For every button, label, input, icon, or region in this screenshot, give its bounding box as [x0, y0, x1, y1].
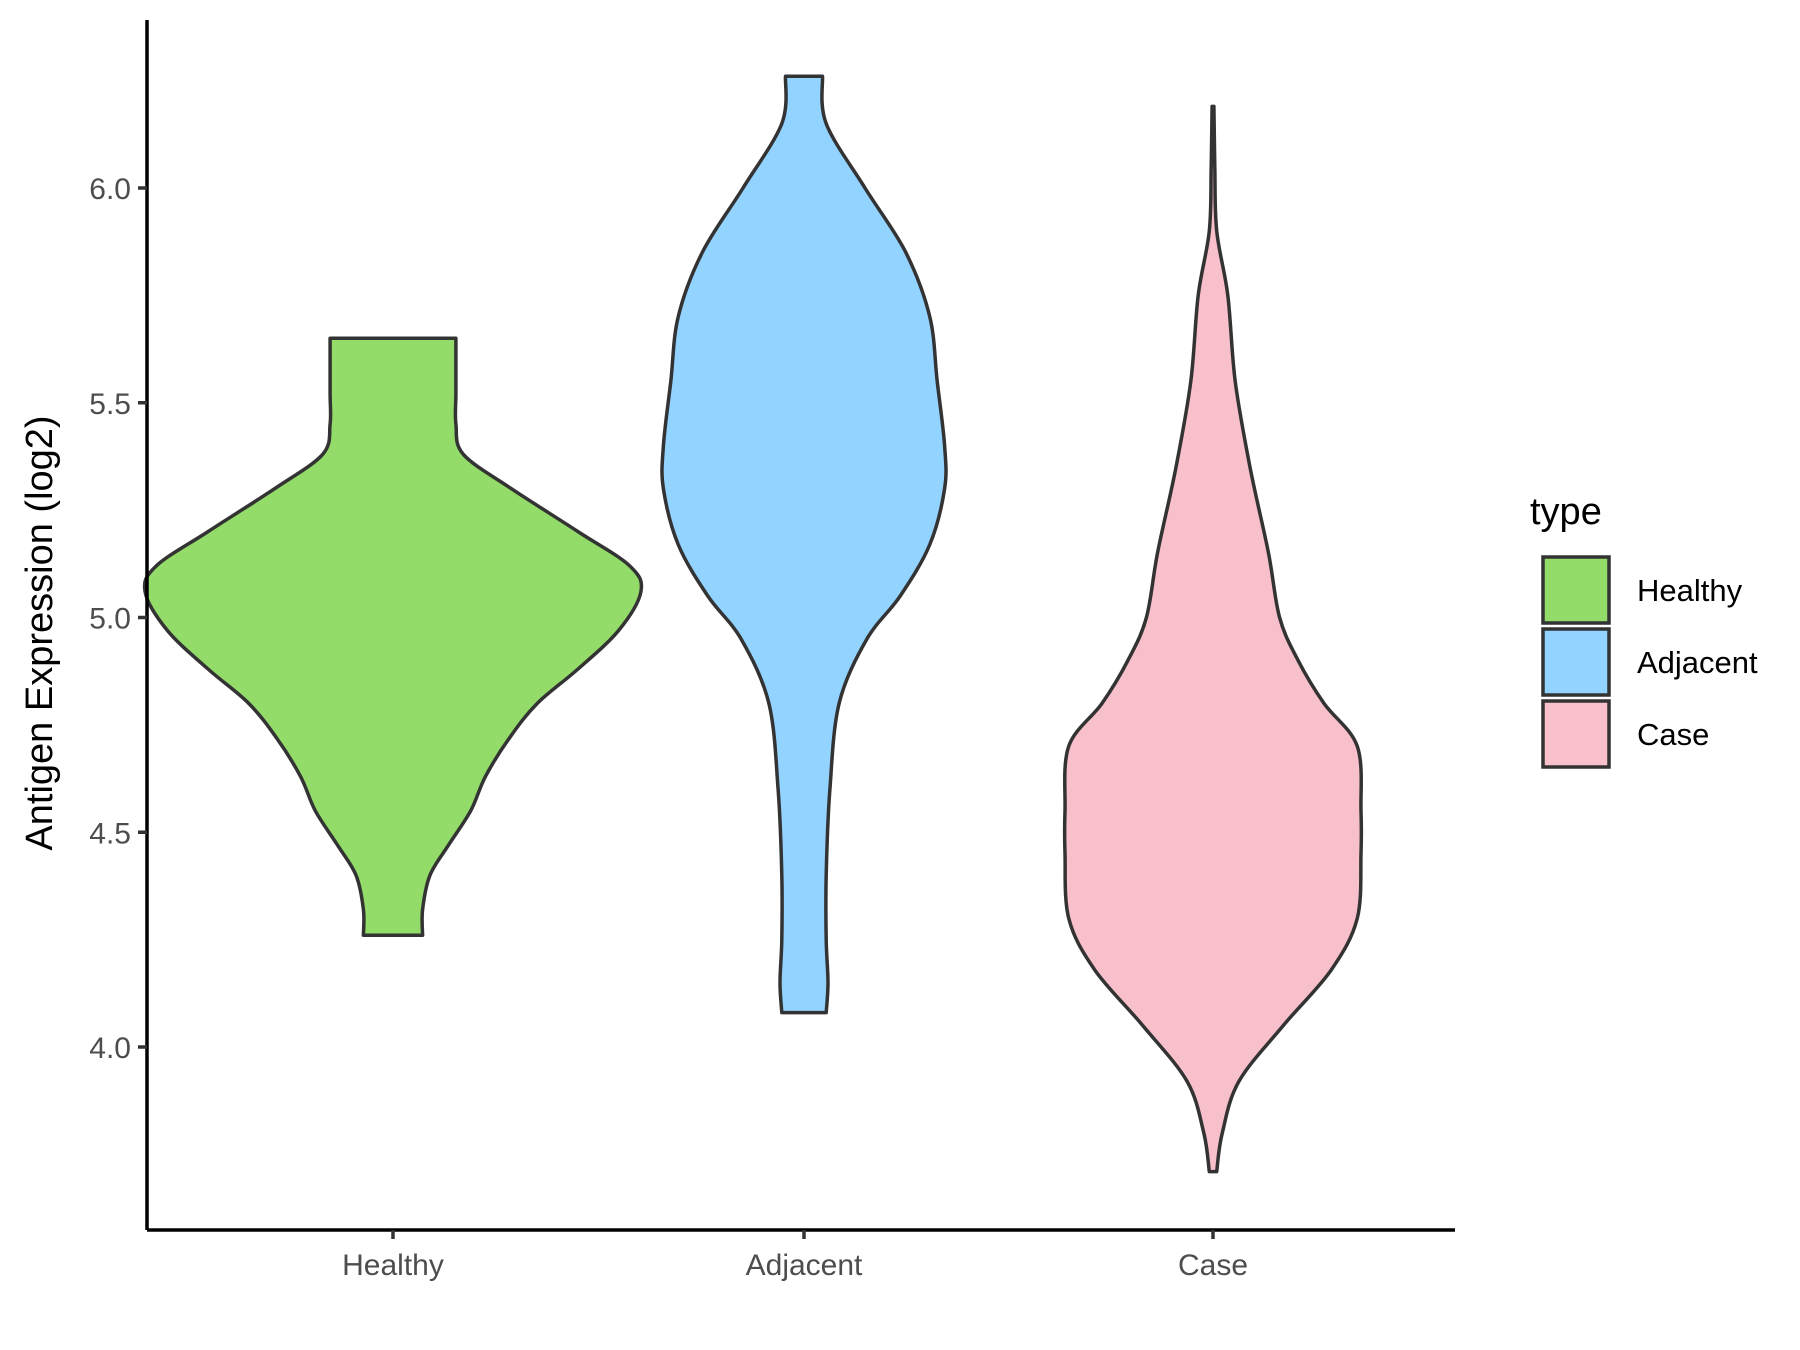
legend-label-case: Case	[1637, 717, 1709, 752]
y-tick-label: 5.0	[89, 603, 131, 636]
legend-key-healthy	[1541, 555, 1611, 625]
legend-key-case	[1541, 699, 1611, 769]
y-tick-label: 4.5	[89, 817, 131, 850]
legend-title: type	[1530, 491, 1602, 533]
x-tick-label: Adjacent	[746, 1249, 863, 1282]
x-axis: Healthy Adjacent Case	[147, 1228, 1455, 1282]
y-axis: 4.0 4.5 5.0 5.5 6.0	[89, 20, 149, 1230]
y-axis-title: Antigen Expression (log2)	[19, 415, 61, 850]
legend-label-adjacent: Adjacent	[1637, 645, 1758, 680]
violin-case	[1062, 104, 1364, 1174]
violin-adjacent	[660, 74, 948, 1015]
x-tick-label: Healthy	[342, 1249, 444, 1282]
y-tick-label: 4.0	[89, 1032, 131, 1065]
violin-layer	[142, 74, 1364, 1174]
y-tick-label: 6.0	[89, 173, 131, 206]
y-tick-label: 5.5	[89, 388, 131, 421]
legend: type Healthy Adjacent Case	[1530, 491, 1758, 769]
legend-label-healthy: Healthy	[1637, 573, 1743, 608]
x-tick-label: Case	[1178, 1249, 1248, 1282]
legend-key-adjacent	[1541, 627, 1611, 697]
violin-healthy	[142, 336, 644, 938]
